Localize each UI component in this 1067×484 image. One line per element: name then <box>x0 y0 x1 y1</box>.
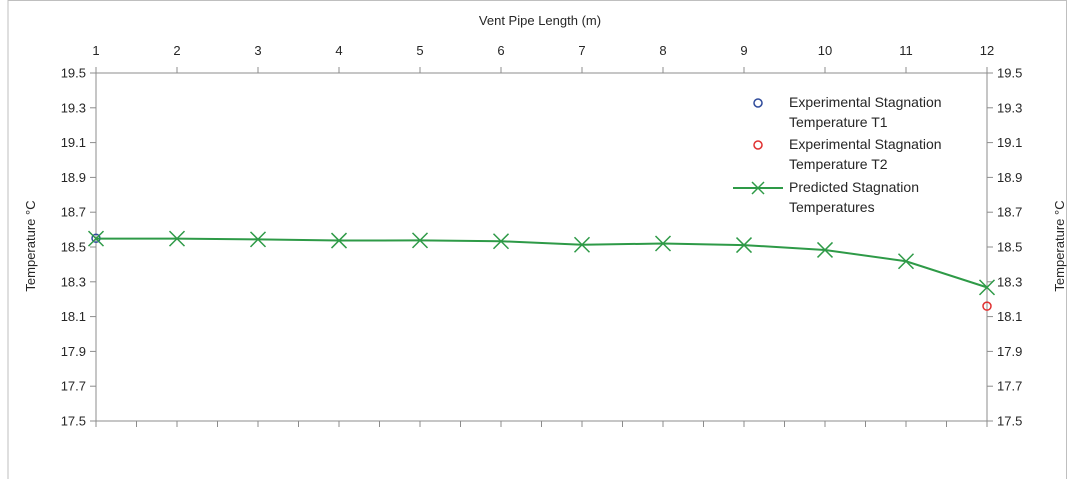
x-tick-label: 8 <box>659 43 666 58</box>
legend-entry-1: Experimental Stagnation Temperature T1 <box>753 94 942 130</box>
series-group <box>87 230 996 311</box>
series-3 <box>87 230 996 296</box>
x-tick-label: 7 <box>578 43 585 58</box>
y-tick-label-left: 18.1 <box>61 309 86 324</box>
legend-label: Temperature T1 <box>789 114 888 130</box>
data-point <box>492 233 510 250</box>
y-tick-label-right: 18.1 <box>997 309 1022 324</box>
data-point <box>654 235 672 252</box>
data-point <box>249 231 267 248</box>
y-tick-label-left: 19.3 <box>61 100 86 115</box>
y-tick-label-right: 18.5 <box>997 240 1022 255</box>
y-tick-label-right: 17.5 <box>997 414 1022 429</box>
y-tick-label-right: 17.9 <box>997 344 1022 359</box>
x-tick-label: 5 <box>416 43 423 58</box>
marker-stroke <box>654 235 672 252</box>
x-tick-label: 6 <box>497 43 504 58</box>
marker-stroke <box>168 230 186 247</box>
data-point <box>735 237 753 254</box>
y-tick-label-left: 18.7 <box>61 205 86 220</box>
legend-label: Predicted Stagnation <box>789 179 919 195</box>
y-axis-title-left: Temperature °C <box>23 200 38 291</box>
data-point <box>897 253 915 270</box>
data-point <box>330 232 348 249</box>
legend-label: Temperature T2 <box>789 156 888 172</box>
legend-entry-2: Experimental Stagnation Temperature T2 <box>753 136 942 172</box>
y-tick-label-left: 18.9 <box>61 170 86 185</box>
y-tick-label-left: 19.5 <box>61 66 86 81</box>
marker-stroke <box>735 237 753 254</box>
y-tick-label-left: 18.3 <box>61 274 86 289</box>
marker-stroke <box>411 232 429 249</box>
data-point <box>411 232 429 249</box>
marker-stroke <box>330 232 348 249</box>
data-point <box>978 279 996 296</box>
marker-stroke <box>492 233 510 250</box>
x-tick-label: 12 <box>980 43 994 58</box>
x-tick-label: 11 <box>899 43 913 58</box>
y-tick-label-left: 18.5 <box>61 240 86 255</box>
x-tick-label: 3 <box>254 43 261 58</box>
data-point <box>573 236 591 253</box>
y-tick-label-right: 18.7 <box>997 205 1022 220</box>
axes-group: 19.5 19.5 19.3 19.3 19.1 19.1 18.9 18.9 18.7 18.7… <box>61 43 1023 429</box>
legend-marker <box>753 140 763 150</box>
series-line <box>96 237 988 289</box>
series-2 <box>982 301 992 311</box>
x-tick-label: 2 <box>173 43 180 58</box>
legend-marker <box>753 98 763 108</box>
x-tick-label: 4 <box>335 43 342 58</box>
marker-stroke <box>87 230 105 247</box>
marker-stroke <box>897 253 915 270</box>
y-tick-label-left: 17.5 <box>61 414 86 429</box>
marker-stroke <box>249 231 267 248</box>
y-tick-label-right: 19.1 <box>997 135 1022 150</box>
legend-marker <box>751 181 765 195</box>
y-tick-label-left: 19.1 <box>61 135 86 150</box>
x-tick-label: 9 <box>740 43 747 58</box>
data-point <box>168 230 186 247</box>
x-tick-label: 1 <box>92 43 99 58</box>
data-point <box>87 230 105 247</box>
x-axis-title: Vent Pipe Length (m) <box>479 13 601 28</box>
y-tick-label-right: 18.3 <box>997 274 1022 289</box>
marker-stroke <box>816 241 834 258</box>
y-axis-title-right: Temperature °C <box>1052 200 1067 291</box>
legend-label: Experimental Stagnation <box>789 136 942 152</box>
x-tick-label: 10 <box>818 43 832 58</box>
legend-entry-3: Predicted Stagnation Temperatures <box>733 179 919 215</box>
y-tick-label-right: 19.5 <box>997 66 1022 81</box>
legend-label: Experimental Stagnation <box>789 94 942 110</box>
data-point <box>982 301 992 311</box>
y-tick-label-left: 17.7 <box>61 379 86 394</box>
marker-stroke <box>573 236 591 253</box>
legend-label: Temperatures <box>789 199 875 215</box>
y-tick-label-right: 17.7 <box>997 379 1022 394</box>
y-tick-label-right: 19.3 <box>997 100 1022 115</box>
y-tick-label-left: 17.9 <box>61 344 86 359</box>
y-tick-label-right: 18.9 <box>997 170 1022 185</box>
marker-stroke <box>978 279 996 296</box>
data-point <box>816 241 834 258</box>
